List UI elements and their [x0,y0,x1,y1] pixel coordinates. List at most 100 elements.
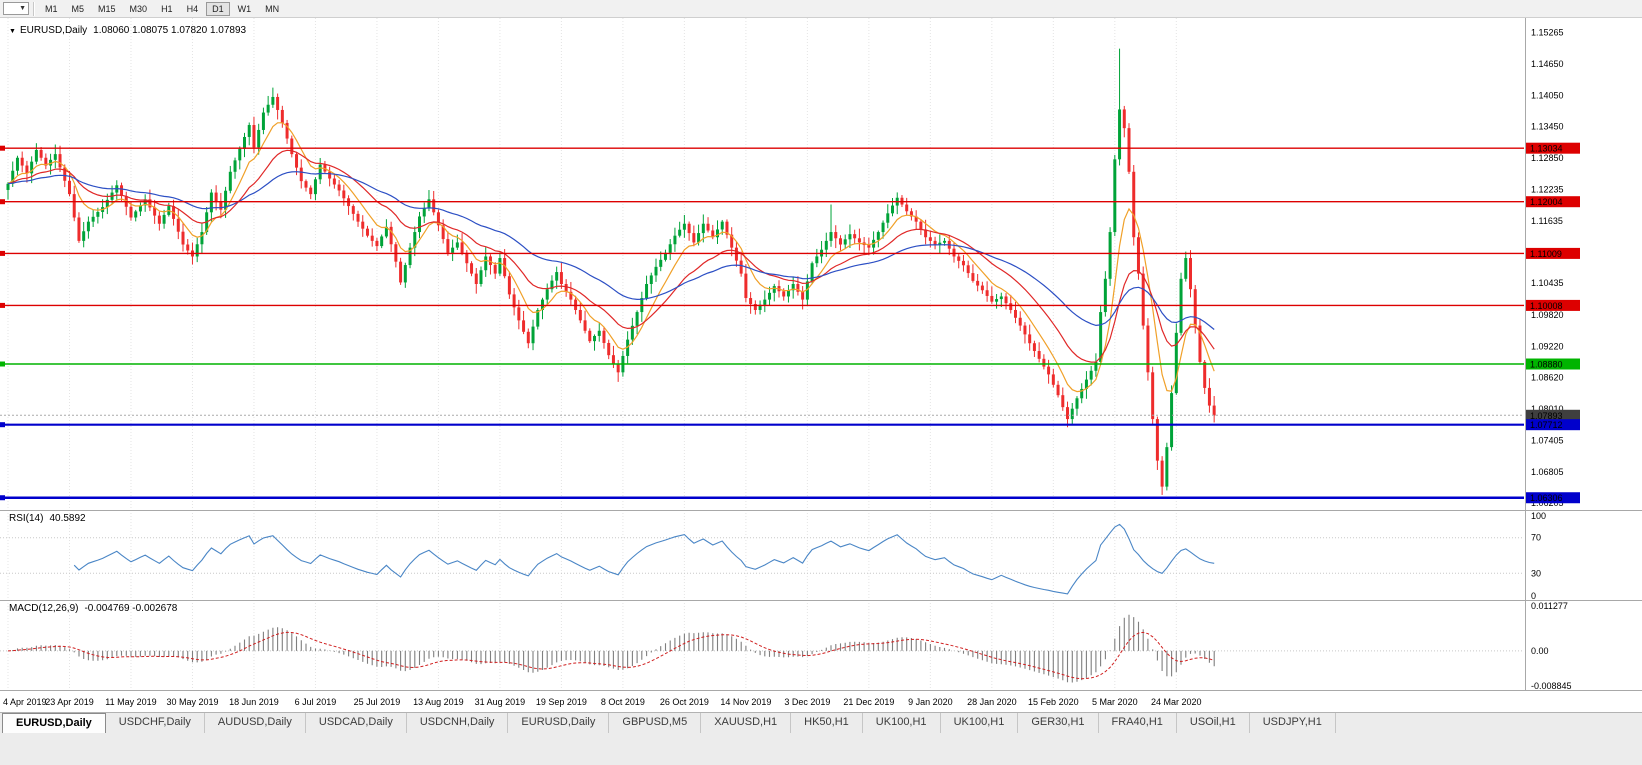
chart-canvas[interactable]: 1.15265 1.14650 1.14050 1.13450 1.12850 1.122… [0,18,1642,712]
chart-tab-6-gbpusd-m5[interactable]: GBPUSD,M5 [609,713,702,733]
macd-values: -0.004769 -0.002678 [84,603,178,614]
timeframe-buttons-group: M1 M5 M15 M30 H1 H4 D1 W1 MN [38,1,286,16]
rsi-axis-tick: 0 [1531,591,1536,601]
chart-ohlc-label: ▼ EURUSD,Daily 1.08060 1.08075 1.07820 1.0… [9,25,246,36]
macd-axis-tick: -0.008845 [1531,681,1572,691]
chart-tab-2-audusd-daily[interactable]: AUDUSD,Daily [205,713,306,733]
svg-text:1.07712: 1.07712 [1530,420,1563,430]
svg-text:9 Jan 2020: 9 Jan 2020 [908,697,953,707]
ma-slow-line [7,171,1215,330]
svg-text:28 Jan 2020: 28 Jan 2020 [967,697,1017,707]
chart-tab-9-uk100-h1[interactable]: UK100,H1 [863,713,941,733]
svg-text:1.13034: 1.13034 [1530,144,1563,154]
toolbar-separator [33,1,34,16]
svg-text:11 May 2019: 11 May 2019 [105,697,156,707]
svg-text:1.09220: 1.09220 [1531,341,1564,351]
rsi-line [73,523,1215,595]
svg-text:13 Aug 2019: 13 Aug 2019 [413,697,464,707]
timeframe-button-m5[interactable]: M5 [66,2,91,16]
rsi-pane [0,523,1524,595]
svg-text:1.13450: 1.13450 [1531,122,1564,132]
svg-text:31 Aug 2019: 31 Aug 2019 [475,697,526,707]
rsi-axis-tick: 30 [1531,568,1541,578]
timeframe-button-m30[interactable]: M30 [124,2,154,16]
chart-tab-1-usdchf-daily[interactable]: USDCHF,Daily [106,713,205,733]
svg-text:1.08010: 1.08010 [1531,404,1564,414]
svg-text:1.12235: 1.12235 [1531,185,1564,195]
macd-axis-tick: 0.011277 [1531,601,1568,611]
svg-text:18 Jun 2019: 18 Jun 2019 [229,697,279,707]
pane-separators [0,510,1642,691]
svg-text:1.12004: 1.12004 [1530,197,1563,207]
svg-text:1.08880: 1.08880 [1530,360,1563,370]
svg-text:15 Feb 2020: 15 Feb 2020 [1028,697,1079,707]
chart-tabs-bar: EURUSD,Daily USDCHF,Daily AUDUSD,Daily USDC… [0,712,1642,733]
timeframe-toolbar: ▼ M1 M5 M15 M30 H1 H4 D1 W1 MN [0,0,1642,18]
candles-layer [6,48,1216,495]
timeframe-button-m15[interactable]: M15 [92,2,122,16]
timeframe-button-w1[interactable]: W1 [232,2,258,16]
chart-tab-14-usdjpy-h1[interactable]: USDJPY,H1 [1250,713,1336,733]
svg-text:1.10008: 1.10008 [1530,301,1563,311]
chart-tab-0-eurusd-daily[interactable]: EURUSD,Daily [2,713,106,733]
macd-indicator-label: MACD(12,26,9) -0.004769 -0.002678 [9,603,177,614]
timeframe-button-m1[interactable]: M1 [39,2,64,16]
svg-text:1.11635: 1.11635 [1531,216,1563,226]
chart-tab-11-ger30-h1[interactable]: GER30,H1 [1018,713,1099,733]
timeframe-button-d1[interactable]: D1 [206,1,230,16]
svg-text:1.06306: 1.06306 [1530,493,1563,503]
svg-text:19 Sep 2019: 19 Sep 2019 [536,697,587,707]
svg-text:3 Dec 2019: 3 Dec 2019 [784,697,830,707]
chart-ohlc-values: 1.08060 1.08075 1.07820 1.07893 [93,25,247,36]
collapse-chart-icon[interactable]: ▼ [9,28,16,35]
chart-tab-4-usdcnh-daily[interactable]: USDCNH,Daily [407,713,509,733]
rsi-axis-tick: 70 [1531,533,1541,543]
macd-histogram [12,614,1215,683]
svg-text:1.07893: 1.07893 [1530,411,1563,421]
svg-text:1.07405: 1.07405 [1531,436,1564,446]
chart-tab-8-hk50-h1[interactable]: HK50,H1 [791,713,863,733]
chart-tab-12-fra40-h1[interactable]: FRA40,H1 [1099,713,1177,733]
svg-text:1.08620: 1.08620 [1531,373,1564,383]
chart-tab-7-xauusd-h1[interactable]: XAUUSD,H1 [701,713,792,733]
timeframe-button-h4[interactable]: H4 [181,2,205,16]
chart-tab-5-eurusd-daily[interactable]: EURUSD,Daily [508,713,610,733]
svg-text:24 Mar 2020: 24 Mar 2020 [1151,697,1202,707]
svg-text:26 Oct 2019: 26 Oct 2019 [660,697,709,707]
rsi-name: RSI(14) [9,513,44,524]
ma-fast-line [7,122,1215,393]
svg-text:4 Apr 2019: 4 Apr 2019 [3,697,47,707]
macd-name: MACD(12,26,9) [9,603,79,614]
chart-tab-10-uk100-h1[interactable]: UK100,H1 [941,713,1019,733]
rsi-value: 40.5892 [49,513,86,524]
svg-text:25 Jul 2019: 25 Jul 2019 [354,697,401,707]
macd-pane [0,614,1524,683]
rsi-indicator-label: RSI(14) 40.5892 [9,513,86,524]
svg-text:21 Dec 2019: 21 Dec 2019 [843,697,894,707]
svg-text:1.14050: 1.14050 [1531,90,1564,100]
svg-text:30 May 2019: 30 May 2019 [166,697,218,707]
svg-text:1.12850: 1.12850 [1531,153,1564,163]
rsi-axis-tick: 100 [1531,511,1546,521]
chart-tab-3-usdcad-daily[interactable]: USDCAD,Daily [306,713,407,733]
chart-selector-dropdown[interactable]: ▼ [3,2,29,15]
grid-layer [7,18,1177,690]
svg-text:1.09820: 1.09820 [1531,310,1564,320]
chart-tab-13-usoil-h1[interactable]: USOil,H1 [1177,713,1250,733]
svg-text:1.11009: 1.11009 [1530,249,1562,259]
price-axis[interactable]: 1.15265 1.14650 1.14050 1.13450 1.12850 1.122… [1531,27,1564,508]
chart-symbol-label: EURUSD,Daily [19,25,88,36]
svg-text:1.06805: 1.06805 [1531,467,1564,477]
svg-text:1.15265: 1.15265 [1531,27,1564,37]
price-tags: 1.07893 1.13034 1.12004 1.11009 1.10008 1.088… [1526,142,1580,504]
svg-text:6 Jul 2019: 6 Jul 2019 [295,697,337,707]
svg-text:5 Mar 2020: 5 Mar 2020 [1092,697,1138,707]
ma-medium-line [7,149,1215,363]
dropdown-arrow-icon: ▼ [19,5,26,12]
svg-text:23 Apr 2019: 23 Apr 2019 [45,697,94,707]
svg-text:1.14650: 1.14650 [1531,59,1564,69]
svg-text:1.10435: 1.10435 [1531,278,1564,288]
timeframe-button-h1[interactable]: H1 [155,2,179,16]
timeframe-button-mn[interactable]: MN [259,2,285,16]
